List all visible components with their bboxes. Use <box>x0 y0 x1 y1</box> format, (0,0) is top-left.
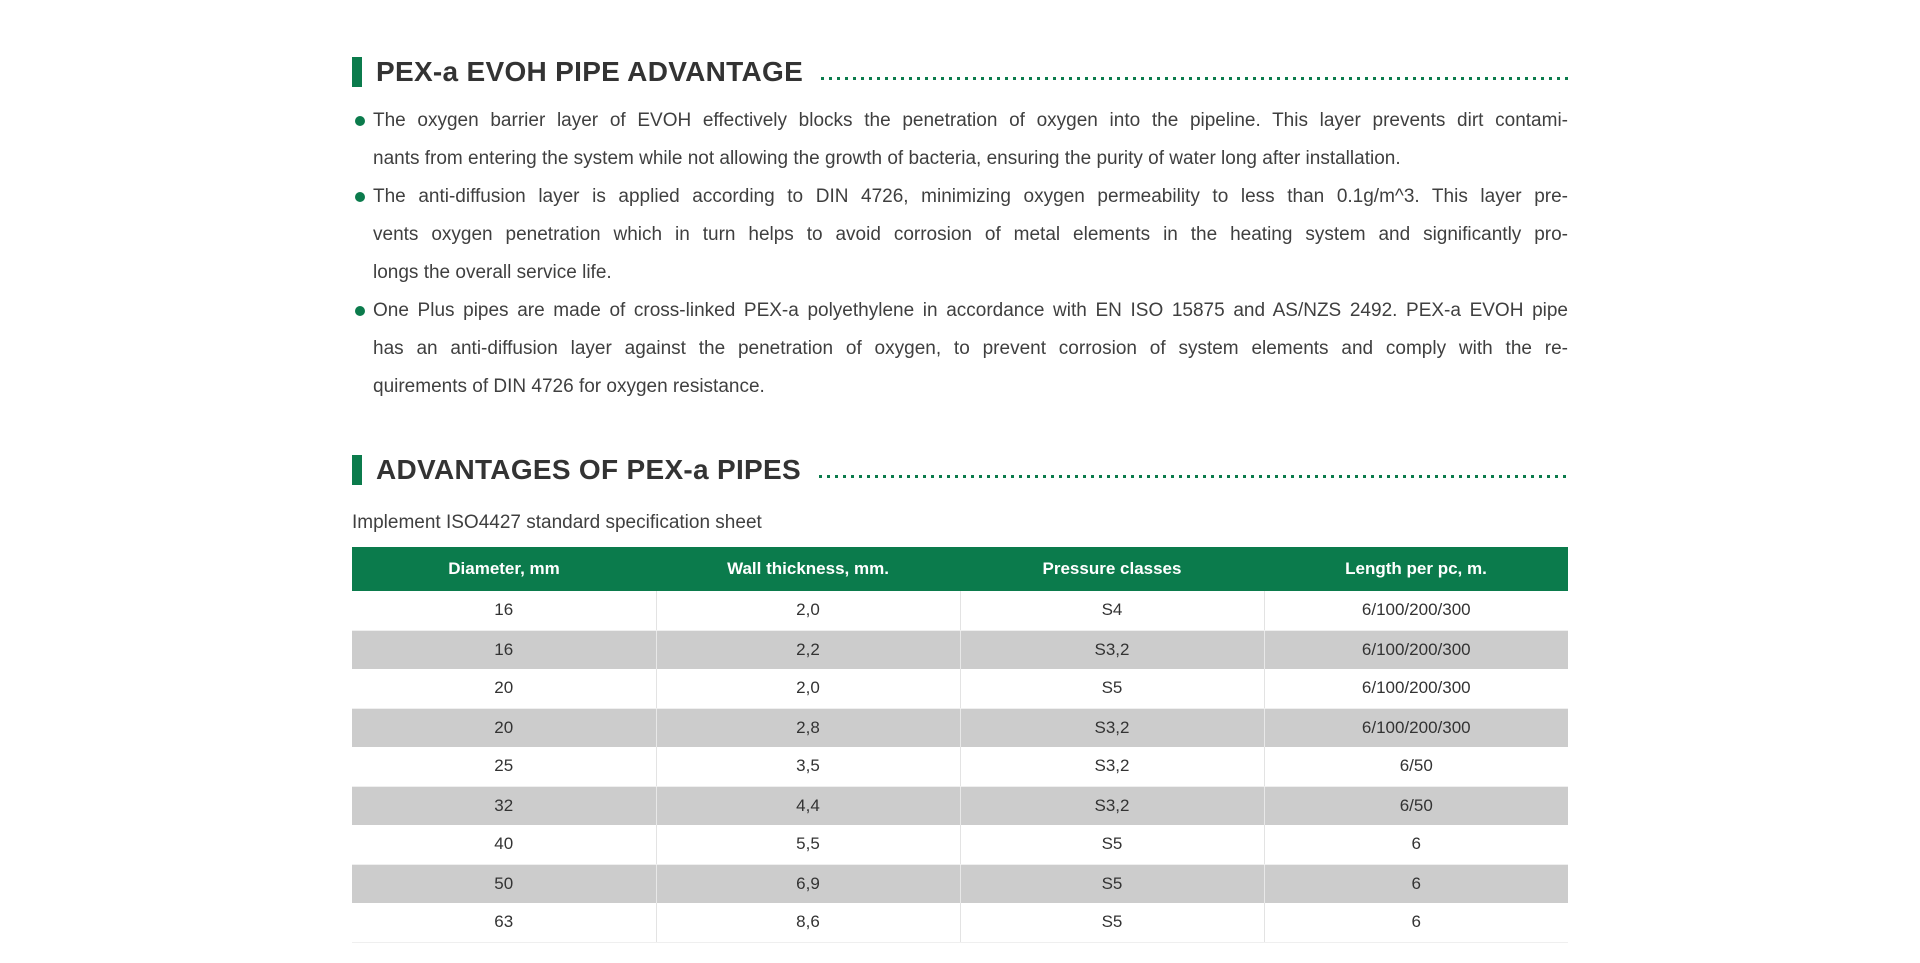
bullet-line: longs the overall service life. <box>373 262 612 283</box>
table-cell: S3,2 <box>960 708 1265 747</box>
table-cell: S5 <box>960 903 1265 943</box>
table-row: 40 5,5 S5 6 <box>352 825 1568 865</box>
table-cell: 2,2 <box>656 630 961 669</box>
document-content: PEX-a EVOH PIPE ADVANTAGE The oxygen bar… <box>352 0 1568 943</box>
table-cell: 16 <box>352 591 657 631</box>
table-row: 16 2,0 S4 6/100/200/300 <box>352 591 1568 631</box>
table-cell: 6/100/200/300 <box>1264 591 1568 631</box>
table-cell: 25 <box>352 747 657 787</box>
table-cell: S5 <box>960 669 1265 709</box>
table-cell: S5 <box>960 825 1265 865</box>
bullet-dot-icon <box>355 306 365 316</box>
table-cell: S5 <box>960 864 1265 903</box>
table-cell: S3,2 <box>960 747 1265 787</box>
table-cell: 6/100/200/300 <box>1361 717 1471 737</box>
column-header-pressure-classes: Pressure classes <box>960 547 1264 591</box>
table-cell: S4 <box>960 591 1265 631</box>
column-header-length-per-pc: Length per pc, m. <box>1264 547 1568 591</box>
table-cell: 2,0 <box>656 591 961 631</box>
table-cell: S3,2 <box>960 630 1265 669</box>
table-cell: 6,9 <box>656 864 961 903</box>
table-cell: 63 <box>352 903 657 943</box>
table-cell: 2,0 <box>656 669 961 709</box>
table-cell: S3,2 <box>960 786 1265 825</box>
table-row: 16 2,2 S3,2 6/100/200/300 <box>352 630 1568 669</box>
table-row: 20 2,8 S3,2 6/100/200/300 <box>352 708 1568 747</box>
table-cell: 6 <box>1411 873 1421 893</box>
column-header-wall-thickness: Wall thickness, mm. <box>656 547 960 591</box>
bullet-line: quirements of DIN 4726 for oxygen resist… <box>373 376 765 397</box>
bullet-list: The oxygen barrier layer of EVOH effecti… <box>352 102 1568 406</box>
table-cell: 16 <box>352 630 657 669</box>
bullet-line: The oxygen barrier layer of EVOH effecti… <box>373 110 1568 131</box>
table-cell: 3,5 <box>656 747 961 787</box>
section-heading-pex-evoh-advantage: PEX-a EVOH PIPE ADVANTAGE <box>352 56 1568 88</box>
spec-sheet-subtitle: Implement ISO4427 standard specification… <box>352 512 762 533</box>
table-cell: 5,5 <box>656 825 961 865</box>
bullet-line: The anti-diffusion layer is applied acco… <box>373 186 1568 207</box>
table-cell: 6 <box>1264 903 1568 943</box>
bullet-item-one-plus-pipes: One Plus pipes are made of cross-linked … <box>352 292 1568 406</box>
bullet-dot-icon <box>355 192 365 202</box>
section-title: ADVANTAGES OF PEX-a PIPES <box>376 454 801 485</box>
green-bar-icon <box>352 455 362 485</box>
table-cell: 50 <box>352 864 657 903</box>
table-cell: 2,8 <box>656 708 961 747</box>
dotted-leader-line <box>821 76 1568 80</box>
spec-table: Diameter, mm Wall thickness, mm. Pressur… <box>352 547 1568 943</box>
bullet-line: nants from entering the system while not… <box>373 148 1401 169</box>
green-bar-icon <box>352 57 362 87</box>
table-cell: 6/50 <box>1399 795 1433 815</box>
table-header-row: Diameter, mm Wall thickness, mm. Pressur… <box>352 547 1568 591</box>
column-header-diameter: Diameter, mm <box>352 547 656 591</box>
table-cell: 6 <box>1264 825 1568 865</box>
table-cell: 20 <box>352 708 657 747</box>
section-title: PEX-a EVOH PIPE ADVANTAGE <box>376 56 804 87</box>
table-cell: 4,4 <box>656 786 961 825</box>
table-cell: 40 <box>352 825 657 865</box>
bullet-line: One Plus pipes are made of cross-linked … <box>373 300 1568 321</box>
bullet-line: has an anti-diffusion layer against the … <box>373 338 1568 359</box>
table-cell: 6/50 <box>1264 747 1568 787</box>
table-row: 25 3,5 S3,2 6/50 <box>352 747 1568 787</box>
table-cell: 32 <box>352 786 657 825</box>
table-row: 63 8,6 S5 6 <box>352 903 1568 943</box>
bullet-dot-icon <box>355 116 365 126</box>
bullet-line: vents oxygen penetration which in turn h… <box>373 224 1568 245</box>
bullet-item-oxygen-barrier: The oxygen barrier layer of EVOH effecti… <box>352 102 1568 178</box>
dotted-leader-line <box>818 474 1568 478</box>
table-cell: 20 <box>352 669 657 709</box>
bullet-item-anti-diffusion: The anti-diffusion layer is applied acco… <box>352 178 1568 292</box>
table-row: 32 4,4 S3,2 6/50 <box>352 786 1568 825</box>
table-cell: 6/100/200/300 <box>1264 669 1568 709</box>
section-heading-advantages-pex-a: ADVANTAGES OF PEX-a PIPES <box>352 454 1568 486</box>
table-cell: 6/100/200/300 <box>1361 639 1471 659</box>
table-row: 50 6,9 S5 6 <box>352 864 1568 903</box>
table-row: 20 2,0 S5 6/100/200/300 <box>352 669 1568 709</box>
table-cell: 8,6 <box>656 903 961 943</box>
